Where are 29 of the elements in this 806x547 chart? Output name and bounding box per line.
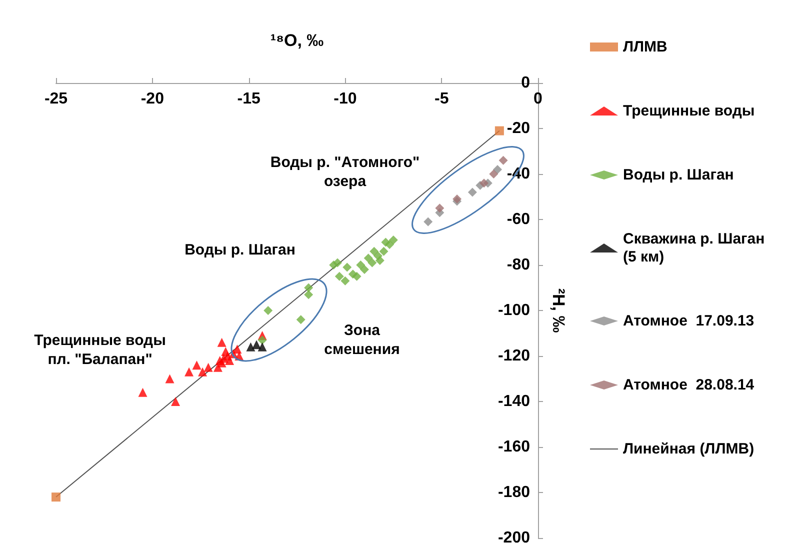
legend-label: Линейная (ЛЛМВ) bbox=[623, 440, 754, 458]
y-axis-title: ²H, ‰ bbox=[549, 288, 568, 333]
x-tick-label: -5 bbox=[434, 90, 449, 108]
y-tick-label: -180 bbox=[498, 484, 530, 501]
x-tick-label: -25 bbox=[44, 90, 68, 108]
legend-label: Трещинные воды bbox=[623, 102, 755, 120]
legend-label: ЛЛМВ bbox=[623, 38, 668, 56]
y-tick-label: -200 bbox=[498, 530, 530, 546]
legend-label: Атомное 28.08.14 bbox=[623, 376, 755, 394]
legend-label: Скважина р. Шаган (5 км) bbox=[623, 230, 765, 266]
x-tick-label: -20 bbox=[140, 90, 164, 108]
y-tick-label: -80 bbox=[506, 256, 530, 274]
legend-label: Воды р. Шаган bbox=[623, 166, 734, 184]
x-tick-label: 0 bbox=[534, 90, 543, 108]
x-tick-label: -15 bbox=[237, 90, 260, 108]
y-tick-label: -100 bbox=[498, 302, 530, 319]
annotation: Зона смешения bbox=[324, 322, 400, 358]
y-tick-label: -160 bbox=[498, 438, 530, 456]
y-tick-label: 0 bbox=[521, 74, 530, 92]
y-tick-label: -20 bbox=[506, 120, 530, 137]
annotation: Трещинные воды пл. "Балапан" bbox=[34, 332, 166, 368]
y-tick-label: -120 bbox=[498, 348, 530, 364]
x-tick-label: -10 bbox=[334, 90, 357, 108]
y-tick-label: -60 bbox=[506, 211, 530, 228]
annotation: Воды р. Шаган bbox=[184, 242, 296, 258]
annotation: Воды р. "Атомного" озера bbox=[270, 154, 420, 190]
x-axis-title: ¹⁸O, ‰ bbox=[270, 31, 324, 50]
legend-label: Атомное 17.09.13 bbox=[623, 312, 754, 330]
y-tick-label: -140 bbox=[498, 393, 530, 410]
